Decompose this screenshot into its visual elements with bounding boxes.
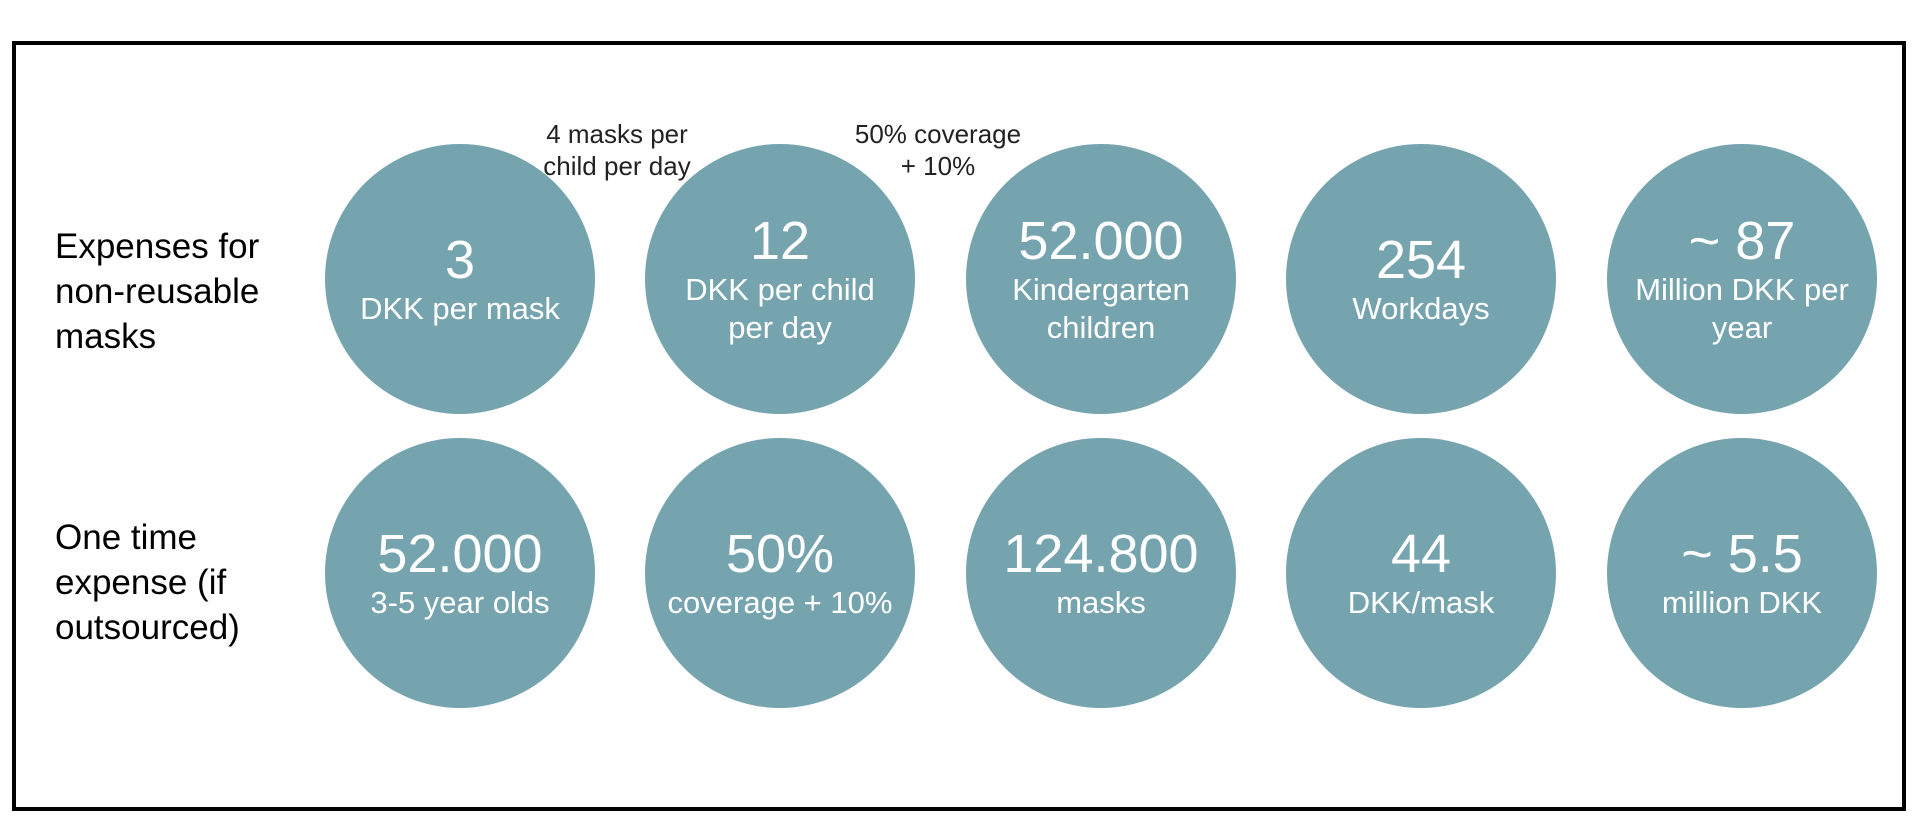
circle-value: 124.800 bbox=[1003, 524, 1199, 584]
circle-value: 3 bbox=[444, 230, 476, 290]
row-label-non-reusable: Expenses for non-reusable masks bbox=[55, 227, 260, 356]
circle-coverage: 50% coverage + 10% bbox=[645, 438, 915, 708]
circle-workdays: 254 Workdays bbox=[1286, 144, 1556, 414]
circle-desc: DKK/mask bbox=[1347, 585, 1495, 620]
circle-price-per-mask: 3 DKK per mask bbox=[325, 144, 595, 414]
circle-value: ~ 87 bbox=[1688, 211, 1796, 271]
circle-value: 50% bbox=[725, 524, 835, 584]
circle-value: 52.000 bbox=[377, 524, 543, 584]
circle-desc: 3-5 year olds bbox=[370, 585, 550, 620]
circle-desc: Workdays bbox=[1352, 291, 1490, 326]
circle-desc: coverage + 10% bbox=[667, 585, 893, 620]
circle-mask-count: 124.800 masks bbox=[966, 438, 1236, 708]
circle-value: ~ 5.5 bbox=[1681, 524, 1803, 584]
circle-yearly-total: ~ 87 Million DKK per year bbox=[1607, 144, 1877, 414]
circle-desc: DKK per mask bbox=[360, 291, 560, 326]
circle-children-age: 52.000 3-5 year olds bbox=[325, 438, 595, 708]
circle-desc: Million DKK per year bbox=[1635, 272, 1849, 345]
circle-value: 254 bbox=[1375, 230, 1467, 290]
circle-value: 12 bbox=[749, 211, 811, 271]
circle-desc: Kindergarten children bbox=[1012, 272, 1190, 345]
circle-value: 44 bbox=[1390, 524, 1452, 584]
circle-desc: masks bbox=[1056, 585, 1146, 620]
diagram-frame bbox=[12, 41, 1906, 811]
circle-value: 52.000 bbox=[1018, 211, 1184, 271]
note-masks-per-day: 4 masks per child per day bbox=[543, 119, 691, 181]
circle-price-per-reusable-mask: 44 DKK/mask bbox=[1286, 438, 1556, 708]
circle-desc: million DKK bbox=[1661, 585, 1823, 620]
circle-desc: DKK per child per day bbox=[685, 272, 875, 345]
circle-one-time-total: ~ 5.5 million DKK bbox=[1607, 438, 1877, 708]
row-label-one-time: One time expense (if outsourced) bbox=[55, 518, 240, 647]
circle-cost-per-child: 12 DKK per child per day bbox=[645, 144, 915, 414]
note-coverage: 50% coverage + 10% bbox=[854, 119, 1022, 181]
circle-children-count: 52.000 Kindergarten children bbox=[966, 144, 1236, 414]
